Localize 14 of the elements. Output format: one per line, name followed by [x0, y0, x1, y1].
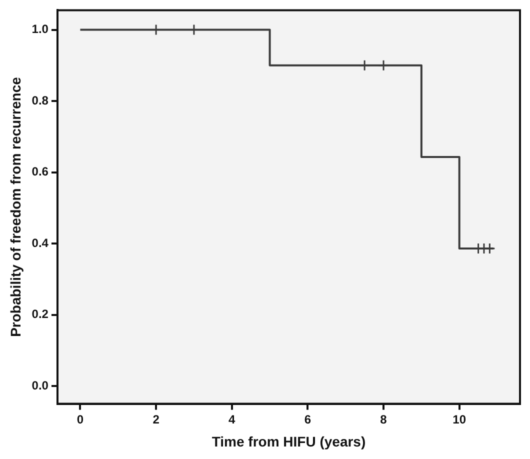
y-tick-label: 0.0 — [32, 378, 49, 392]
y-tick-label: 0.4 — [32, 236, 49, 250]
y-tick-label: 1.0 — [32, 22, 49, 36]
x-axis-title: Time from HIFU (years) — [212, 433, 366, 450]
x-tick-label: 6 — [304, 412, 312, 426]
x-tick-label: 8 — [380, 412, 388, 426]
x-tick-label: 4 — [228, 412, 236, 426]
y-tick-label: 0.6 — [32, 164, 49, 179]
x-tick-label: 0 — [76, 412, 84, 426]
y-axis-title: Probability of freedom from recurrence — [7, 76, 24, 337]
x-tick-label: 2 — [152, 412, 160, 426]
y-tick-label: 0.2 — [32, 307, 49, 322]
x-tick-label: 10 — [452, 412, 466, 426]
y-tick-label: 0.8 — [32, 93, 49, 108]
